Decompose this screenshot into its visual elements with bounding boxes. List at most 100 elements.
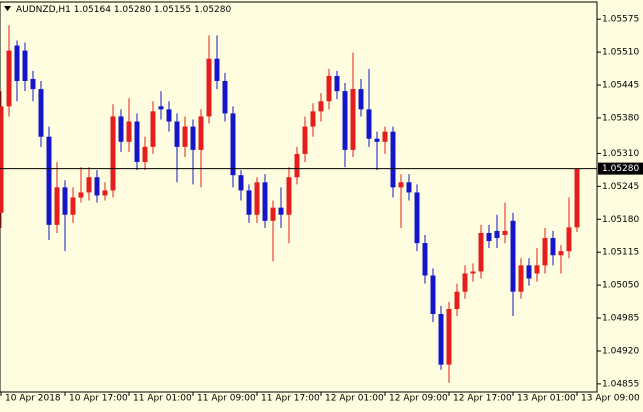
plot-frame <box>0 1 598 393</box>
candle-body <box>222 80 228 114</box>
candle-body <box>358 89 364 110</box>
candle-body <box>102 190 108 196</box>
y-tick-label: 1.05310 <box>602 149 639 159</box>
candle-body <box>398 182 404 188</box>
candle-body <box>86 177 92 193</box>
x-tick-label: 12 Apr 09:00 <box>389 394 448 404</box>
candle-body <box>198 116 204 150</box>
candle-body <box>494 230 500 239</box>
candle-body <box>62 187 68 215</box>
candle-body <box>414 192 420 244</box>
header-close: 1.05280 <box>194 5 231 15</box>
candle-body <box>246 190 252 215</box>
candle-body <box>46 136 52 225</box>
candle-body <box>422 243 428 276</box>
candle-body <box>262 182 268 221</box>
candle-body <box>534 265 540 274</box>
candle-body <box>38 89 44 137</box>
candle-body <box>142 146 148 163</box>
candle-body <box>206 58 212 117</box>
x-tick-label: 12 Apr 01:00 <box>325 394 384 404</box>
candle-body <box>438 313 444 365</box>
candle-body <box>278 207 284 215</box>
candle-body <box>0 106 4 213</box>
candle-body <box>486 232 492 242</box>
y-tick-label: 1.05575 <box>602 15 639 25</box>
candle-body <box>166 109 172 122</box>
candle-body <box>334 75 340 92</box>
candle-body <box>110 116 116 191</box>
candle-body <box>158 106 164 110</box>
candle-body <box>542 238 548 266</box>
candle-body <box>294 153 300 178</box>
candle-body <box>462 273 468 292</box>
candle-body <box>518 265 524 292</box>
current-price-box <box>598 162 643 175</box>
candle-body <box>126 121 132 142</box>
candle-body <box>238 175 244 191</box>
y-tick-label: 1.05445 <box>602 81 639 91</box>
x-tick-label: 10 Apr 17:00 <box>69 394 128 404</box>
candle-body <box>190 126 196 150</box>
x-tick-label: 11 Apr 01:00 <box>133 394 192 404</box>
candle-body <box>502 230 508 235</box>
symbol: AUDNZD,H1 <box>16 5 71 15</box>
x-tick-label: 11 Apr 17:00 <box>261 394 320 404</box>
x-tick-label: 13 Apr 01:00 <box>517 394 576 404</box>
candle-body <box>478 232 484 272</box>
x-tick-label: 13 Apr 09:00 <box>581 394 640 404</box>
candle-body <box>14 45 20 81</box>
y-tick-label: 1.05050 <box>602 281 639 291</box>
candle-body <box>134 121 140 163</box>
candle-body <box>574 168 580 228</box>
candle-body <box>310 111 316 127</box>
candle-body <box>470 271 476 274</box>
chart-header: AUDNZD,H1 1.05164 1.05280 1.05155 1.0528… <box>16 5 232 15</box>
candle-body <box>366 109 372 139</box>
candle-body <box>270 207 276 221</box>
candle-body <box>30 78 36 90</box>
candle-body <box>78 192 84 198</box>
menu-triangle[interactable] <box>4 6 11 11</box>
candle-body <box>406 182 412 193</box>
y-tick-label: 1.05180 <box>602 215 639 225</box>
x-tick-label: 10 Apr 2018 <box>5 394 61 404</box>
candle-body <box>326 75 332 102</box>
y-tick-label: 1.05510 <box>602 48 639 58</box>
candle-body <box>566 227 572 252</box>
x-tick-label: 11 Apr 09:00 <box>197 394 256 404</box>
y-tick-label: 1.05245 <box>602 182 639 192</box>
y-tick-label: 1.04920 <box>602 346 639 356</box>
candle-body <box>382 131 388 142</box>
candle-body <box>510 220 516 292</box>
candle-body <box>214 58 220 81</box>
candle-body <box>446 308 452 365</box>
candle-body <box>526 265 532 279</box>
header-open: 1.05164 <box>74 5 111 15</box>
y-tick-label: 1.04855 <box>602 379 639 389</box>
candle-body <box>182 126 188 147</box>
y-tick-label: 1.05115 <box>602 248 639 258</box>
candle-body <box>286 177 292 215</box>
candle-body <box>54 187 60 225</box>
candle-body <box>94 177 100 196</box>
candle-body <box>430 275 436 314</box>
x-tick-label: 12 Apr 17:00 <box>453 394 512 404</box>
current-price-label: 1.05280 <box>602 164 639 174</box>
candle-body <box>6 50 12 107</box>
candle-body <box>374 138 380 142</box>
candle-body <box>390 131 396 188</box>
candle-body <box>230 113 236 176</box>
candle-body <box>302 126 308 154</box>
candle-body <box>350 89 356 150</box>
header-high: 1.05280 <box>114 5 151 15</box>
candle-body <box>70 197 76 215</box>
candle-body <box>550 238 556 256</box>
candle-body <box>558 251 564 256</box>
candle-body <box>342 91 348 150</box>
candle-body <box>150 111 156 147</box>
y-tick-label: 1.05380 <box>602 113 639 123</box>
y-tick-label: 1.04985 <box>602 314 639 324</box>
